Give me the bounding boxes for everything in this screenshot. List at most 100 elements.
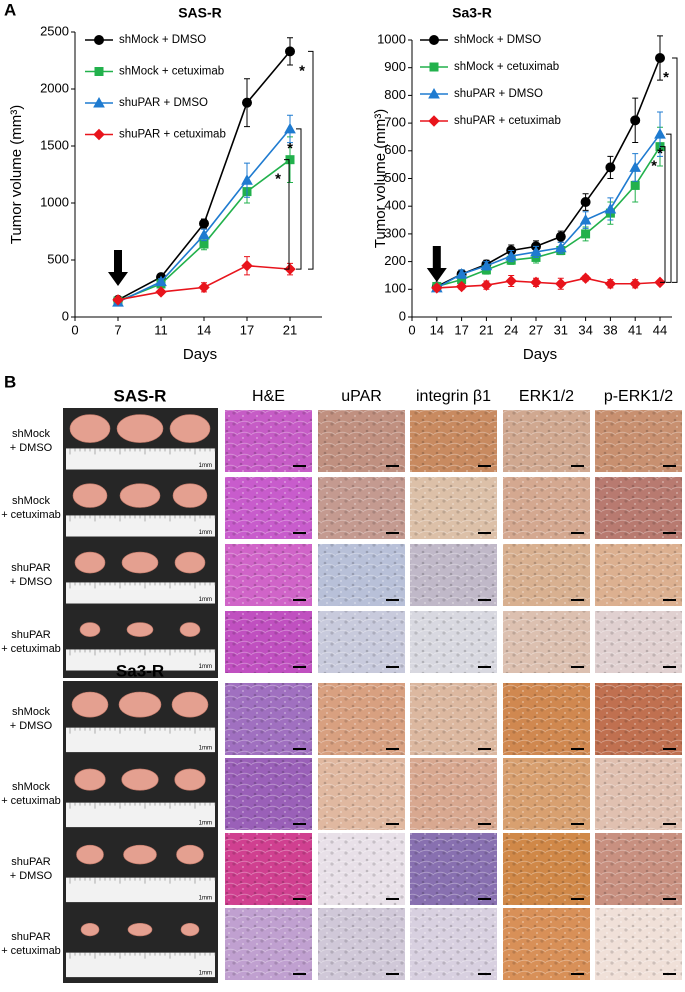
marker [580,197,591,208]
tumor [123,844,157,865]
stain-texture [503,758,590,830]
tumor [180,922,200,937]
significance-star: * [275,171,281,188]
y-tick-label: 600 [384,142,406,157]
stain-texture [595,611,682,673]
treatment-arrow [426,246,447,282]
row-label: + DMSO [10,870,53,882]
x-tick-label: 27 [529,322,543,337]
marker [112,294,124,306]
marker [455,280,468,293]
significance-bracket [672,57,678,283]
legend-label: shMock + cetuximab [454,61,559,73]
row-label: shMock [12,706,50,718]
ruler [66,582,215,604]
row-label: + cetuximab [1,945,61,957]
tumor [69,414,111,443]
stain-texture [225,908,312,980]
marker [581,229,591,239]
x-tick-label: 41 [628,322,642,337]
stain-texture [503,410,590,472]
stain-texture [595,477,682,539]
marker [480,259,493,271]
marker [630,180,640,190]
x-tick-label: 11 [154,322,168,337]
marker [94,35,104,45]
x-tick-label: 21 [283,322,297,337]
marker [579,272,592,284]
ruler [66,952,215,978]
stain-texture [318,611,405,673]
significance-star: * [657,145,663,162]
x-tick-label: 31 [554,322,568,337]
marker [629,161,642,172]
y-tick-label: 0 [399,308,406,323]
stain-texture [225,544,312,606]
marker [579,214,592,225]
y-tick-label: 1000 [377,31,406,46]
row-label: + DMSO [10,442,53,454]
significance-star: * [651,158,657,175]
treatment-arrow [108,250,128,286]
marker [429,35,439,45]
marker [429,62,439,72]
y-tick-label: 200 [384,253,406,268]
scale-label: 1mm [199,896,212,902]
significance-bracket [660,146,666,283]
tumor [119,483,161,508]
stain-texture [318,833,405,905]
stain-texture [410,477,497,539]
chart-title: Sa3-R [452,5,492,21]
stain-texture [503,908,590,980]
tumor [172,483,208,508]
marker [155,275,167,287]
stain-texture [318,683,405,755]
scale-label: 1mm [199,821,212,827]
tumor [118,691,162,718]
significance-star: * [663,69,669,86]
row-label: shMock [12,781,50,793]
marker [242,97,252,108]
significance-bracket [666,133,672,283]
marker [284,263,296,275]
marker [241,174,253,185]
tumor [121,768,159,791]
marker [555,278,567,290]
stain-texture [410,410,497,472]
stain-texture [225,410,312,472]
scale-label: 1mm [199,746,212,752]
significance-bracket [284,159,290,270]
ruler [66,802,215,828]
significance-bracket [308,50,314,270]
x-axis-label: Days [523,346,557,363]
section-title: Sa3-R [116,661,164,680]
stain-texture [410,758,497,830]
stain-texture [318,477,405,539]
row-label: shMock [12,428,50,440]
stain-texture [225,611,312,673]
y-tick-label: 500 [384,170,406,185]
ruler [66,727,215,753]
x-tick-label: 17 [240,322,254,337]
y-tick-label: 300 [384,225,406,240]
scale-label: 1mm [199,530,212,536]
stain-texture [318,908,405,980]
stain-texture [410,611,497,673]
x-axis-label: Days [183,346,217,363]
marker [198,228,210,240]
panel-label: A [4,0,16,19]
x-tick-label: 17 [454,322,468,337]
marker [604,278,617,290]
stain-texture [503,611,590,673]
tumor [74,768,106,791]
marker [431,282,443,294]
series-line [117,128,291,303]
marker [654,128,666,139]
stain-texture [595,544,682,606]
tumor [174,551,206,574]
ruler [66,877,215,903]
y-axis-label: Tumor volume (mm³) [8,105,25,244]
stain-texture [410,908,497,980]
marker [629,278,641,290]
stain-texture [410,544,497,606]
